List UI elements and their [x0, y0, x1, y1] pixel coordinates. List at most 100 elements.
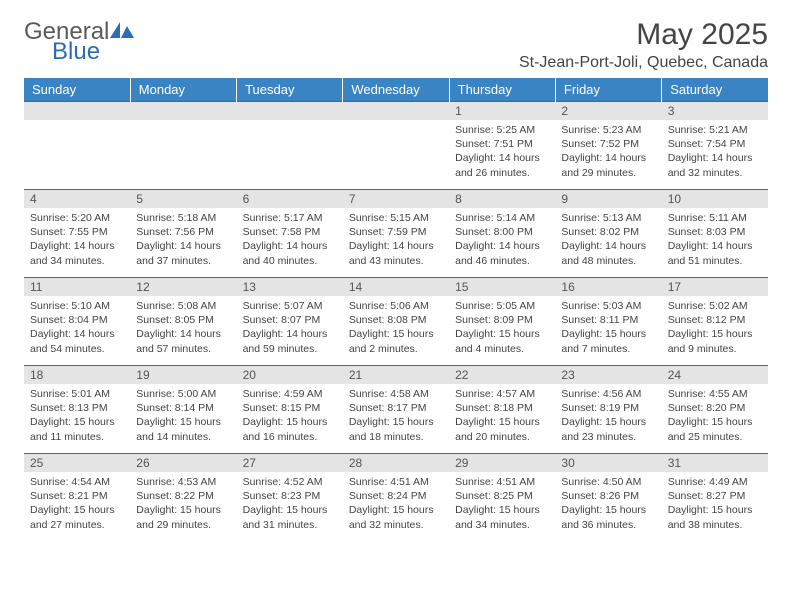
calendar-week-row: 1Sunrise: 5:25 AMSunset: 7:51 PMDaylight…	[24, 102, 768, 190]
calendar-week-row: 11Sunrise: 5:10 AMSunset: 8:04 PMDayligh…	[24, 278, 768, 366]
sunset-line: Sunset: 8:03 PM	[668, 225, 762, 239]
calendar-table: SundayMondayTuesdayWednesdayThursdayFrid…	[24, 78, 768, 542]
sunrise-line: Sunrise: 5:11 AM	[668, 211, 762, 225]
sunset-line: Sunset: 8:21 PM	[30, 489, 124, 503]
sunrise-line: Sunrise: 5:03 AM	[561, 299, 655, 313]
daylight-line-1: Daylight: 15 hours	[243, 503, 337, 517]
daylight-line-1: Daylight: 14 hours	[349, 239, 443, 253]
daylight-line-1: Daylight: 14 hours	[668, 151, 762, 165]
calendar-cell: 1Sunrise: 5:25 AMSunset: 7:51 PMDaylight…	[449, 102, 555, 190]
sunset-line: Sunset: 8:17 PM	[349, 401, 443, 415]
calendar-cell: 9Sunrise: 5:13 AMSunset: 8:02 PMDaylight…	[555, 190, 661, 278]
day-number: 31	[662, 454, 768, 472]
calendar-cell: 28Sunrise: 4:51 AMSunset: 8:24 PMDayligh…	[343, 454, 449, 542]
day-number: 15	[449, 278, 555, 296]
day-number	[24, 102, 130, 120]
day-details: Sunrise: 4:54 AMSunset: 8:21 PMDaylight:…	[24, 472, 130, 536]
day-header: Sunday	[24, 78, 130, 102]
daylight-line-1: Daylight: 14 hours	[455, 151, 549, 165]
sunset-line: Sunset: 7:54 PM	[668, 137, 762, 151]
day-number: 20	[237, 366, 343, 384]
sunrise-line: Sunrise: 5:08 AM	[136, 299, 230, 313]
day-number: 14	[343, 278, 449, 296]
daylight-line-1: Daylight: 15 hours	[349, 327, 443, 341]
calendar-week-row: 4Sunrise: 5:20 AMSunset: 7:55 PMDaylight…	[24, 190, 768, 278]
day-details: Sunrise: 5:03 AMSunset: 8:11 PMDaylight:…	[555, 296, 661, 360]
daylight-line-2: and 54 minutes.	[30, 342, 124, 356]
day-header-row: SundayMondayTuesdayWednesdayThursdayFrid…	[24, 78, 768, 102]
daylight-line-1: Daylight: 14 hours	[136, 239, 230, 253]
calendar-cell: 10Sunrise: 5:11 AMSunset: 8:03 PMDayligh…	[662, 190, 768, 278]
daylight-line-2: and 40 minutes.	[243, 254, 337, 268]
calendar-cell: 2Sunrise: 5:23 AMSunset: 7:52 PMDaylight…	[555, 102, 661, 190]
calendar-cell: 7Sunrise: 5:15 AMSunset: 7:59 PMDaylight…	[343, 190, 449, 278]
daylight-line-2: and 37 minutes.	[136, 254, 230, 268]
calendar-cell: 31Sunrise: 4:49 AMSunset: 8:27 PMDayligh…	[662, 454, 768, 542]
daylight-line-2: and 16 minutes.	[243, 430, 337, 444]
location-text: St-Jean-Port-Joli, Quebec, Canada	[519, 54, 768, 72]
day-number	[130, 102, 236, 120]
sunrise-line: Sunrise: 5:18 AM	[136, 211, 230, 225]
daylight-line-2: and 34 minutes.	[30, 254, 124, 268]
title-block: May 2025 St-Jean-Port-Joli, Quebec, Cana…	[519, 18, 768, 72]
sunset-line: Sunset: 8:12 PM	[668, 313, 762, 327]
day-details: Sunrise: 4:56 AMSunset: 8:19 PMDaylight:…	[555, 384, 661, 448]
calendar-cell: 13Sunrise: 5:07 AMSunset: 8:07 PMDayligh…	[237, 278, 343, 366]
sunrise-line: Sunrise: 4:59 AM	[243, 387, 337, 401]
daylight-line-2: and 18 minutes.	[349, 430, 443, 444]
day-details: Sunrise: 5:00 AMSunset: 8:14 PMDaylight:…	[130, 384, 236, 448]
month-title: May 2025	[519, 18, 768, 52]
sunrise-line: Sunrise: 4:50 AM	[561, 475, 655, 489]
sunrise-line: Sunrise: 4:52 AM	[243, 475, 337, 489]
sunrise-line: Sunrise: 5:05 AM	[455, 299, 549, 313]
day-details: Sunrise: 5:01 AMSunset: 8:13 PMDaylight:…	[24, 384, 130, 448]
calendar-cell: 17Sunrise: 5:02 AMSunset: 8:12 PMDayligh…	[662, 278, 768, 366]
day-details: Sunrise: 5:05 AMSunset: 8:09 PMDaylight:…	[449, 296, 555, 360]
sunrise-line: Sunrise: 5:06 AM	[349, 299, 443, 313]
day-details: Sunrise: 4:58 AMSunset: 8:17 PMDaylight:…	[343, 384, 449, 448]
day-details: Sunrise: 5:08 AMSunset: 8:05 PMDaylight:…	[130, 296, 236, 360]
sunset-line: Sunset: 7:56 PM	[136, 225, 230, 239]
daylight-line-2: and 9 minutes.	[668, 342, 762, 356]
day-header: Thursday	[449, 78, 555, 102]
day-number: 19	[130, 366, 236, 384]
day-number: 13	[237, 278, 343, 296]
day-header: Saturday	[662, 78, 768, 102]
sunrise-line: Sunrise: 5:10 AM	[30, 299, 124, 313]
daylight-line-1: Daylight: 14 hours	[561, 151, 655, 165]
day-number: 12	[130, 278, 236, 296]
sunrise-line: Sunrise: 5:23 AM	[561, 123, 655, 137]
day-number	[237, 102, 343, 120]
sunrise-line: Sunrise: 5:25 AM	[455, 123, 549, 137]
day-details: Sunrise: 5:10 AMSunset: 8:04 PMDaylight:…	[24, 296, 130, 360]
calendar-cell: 21Sunrise: 4:58 AMSunset: 8:17 PMDayligh…	[343, 366, 449, 454]
calendar-cell: 12Sunrise: 5:08 AMSunset: 8:05 PMDayligh…	[130, 278, 236, 366]
day-details: Sunrise: 5:25 AMSunset: 7:51 PMDaylight:…	[449, 120, 555, 184]
sunrise-line: Sunrise: 5:00 AM	[136, 387, 230, 401]
day-number: 1	[449, 102, 555, 120]
daylight-line-1: Daylight: 15 hours	[455, 415, 549, 429]
daylight-line-2: and 26 minutes.	[455, 166, 549, 180]
calendar-week-row: 18Sunrise: 5:01 AMSunset: 8:13 PMDayligh…	[24, 366, 768, 454]
sunset-line: Sunset: 7:55 PM	[30, 225, 124, 239]
day-number: 29	[449, 454, 555, 472]
daylight-line-1: Daylight: 14 hours	[561, 239, 655, 253]
day-number: 18	[24, 366, 130, 384]
sunrise-line: Sunrise: 4:53 AM	[136, 475, 230, 489]
calendar-head: SundayMondayTuesdayWednesdayThursdayFrid…	[24, 78, 768, 102]
day-number: 26	[130, 454, 236, 472]
calendar-cell: 14Sunrise: 5:06 AMSunset: 8:08 PMDayligh…	[343, 278, 449, 366]
daylight-line-2: and 29 minutes.	[136, 518, 230, 532]
sunset-line: Sunset: 8:15 PM	[243, 401, 337, 415]
sunset-line: Sunset: 8:11 PM	[561, 313, 655, 327]
daylight-line-1: Daylight: 15 hours	[136, 503, 230, 517]
daylight-line-1: Daylight: 15 hours	[30, 415, 124, 429]
calendar-cell: 18Sunrise: 5:01 AMSunset: 8:13 PMDayligh…	[24, 366, 130, 454]
day-header: Monday	[130, 78, 236, 102]
daylight-line-1: Daylight: 15 hours	[561, 327, 655, 341]
daylight-line-1: Daylight: 15 hours	[561, 415, 655, 429]
daylight-line-2: and 59 minutes.	[243, 342, 337, 356]
sunset-line: Sunset: 8:26 PM	[561, 489, 655, 503]
sunset-line: Sunset: 8:24 PM	[349, 489, 443, 503]
sunrise-line: Sunrise: 5:14 AM	[455, 211, 549, 225]
